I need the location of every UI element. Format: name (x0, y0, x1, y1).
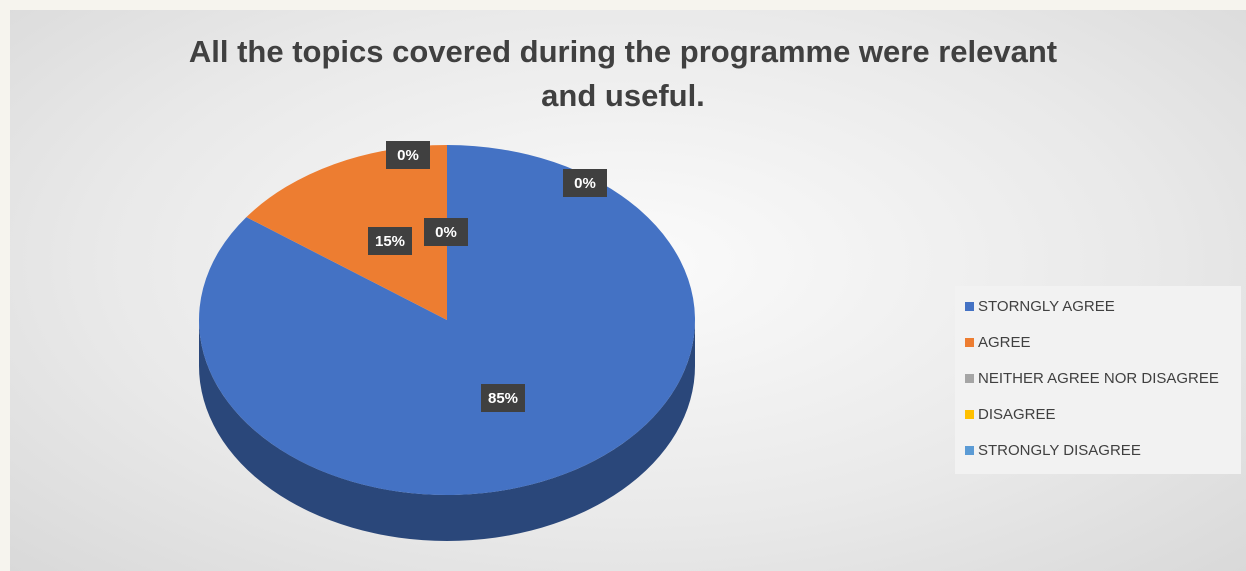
legend-label: AGREE (978, 333, 1031, 351)
chart-title-line-1: All the topics covered during the progra… (188, 34, 1058, 69)
data-label-text: 85% (488, 390, 518, 407)
data-label-strongly-agree: 85% (481, 384, 525, 412)
chart-title: All the topics covered during the progra… (0, 30, 1246, 118)
data-label-box (563, 169, 607, 197)
data-label-box (386, 141, 430, 169)
legend-item-neither: NEITHER AGREE NOR DISAGREE (965, 368, 1219, 388)
legend-label: DISAGREE (978, 405, 1056, 423)
legend-label: STRONGLY DISAGREE (978, 441, 1141, 459)
data-label-neither: 0% (424, 218, 468, 246)
data-label-box (481, 384, 525, 412)
legend-label: STORNGLY AGREE (978, 297, 1115, 315)
legend-item-disagree: DISAGREE (965, 404, 1056, 424)
data-label-text: 15% (375, 233, 405, 250)
legend-swatch (965, 445, 974, 455)
data-label-box (424, 218, 468, 246)
legend-item-strongly-agree: STORNGLY AGREE (965, 296, 1115, 316)
data-label-text: 0% (435, 224, 457, 241)
legend-item-strongly-disagree: STRONGLY DISAGREE (965, 440, 1141, 460)
chart-title-line-2: and useful. (541, 78, 705, 113)
legend-swatch (965, 337, 974, 347)
data-label-disagree: 0% (563, 169, 607, 197)
legend-label: NEITHER AGREE NOR DISAGREE (978, 369, 1219, 387)
pie-slice-strongly-agree (198, 145, 695, 495)
chart-legend: STORNGLY AGREE AGREE NEITHER AGREE NOR D… (955, 286, 1241, 474)
legend-item-agree: AGREE (965, 332, 1031, 352)
data-label-agree: 15% (368, 227, 412, 255)
legend-swatch (965, 373, 974, 383)
data-label-text: 0% (397, 147, 419, 164)
legend-swatch (965, 409, 974, 419)
data-label-text: 0% (574, 175, 596, 192)
pie-side-strongly-agree (199, 320, 695, 541)
data-label-strongly-disagree: 0% (386, 141, 430, 169)
pie-slice-agree (246, 145, 447, 320)
data-label-box (368, 227, 412, 255)
legend-swatch (965, 301, 974, 311)
